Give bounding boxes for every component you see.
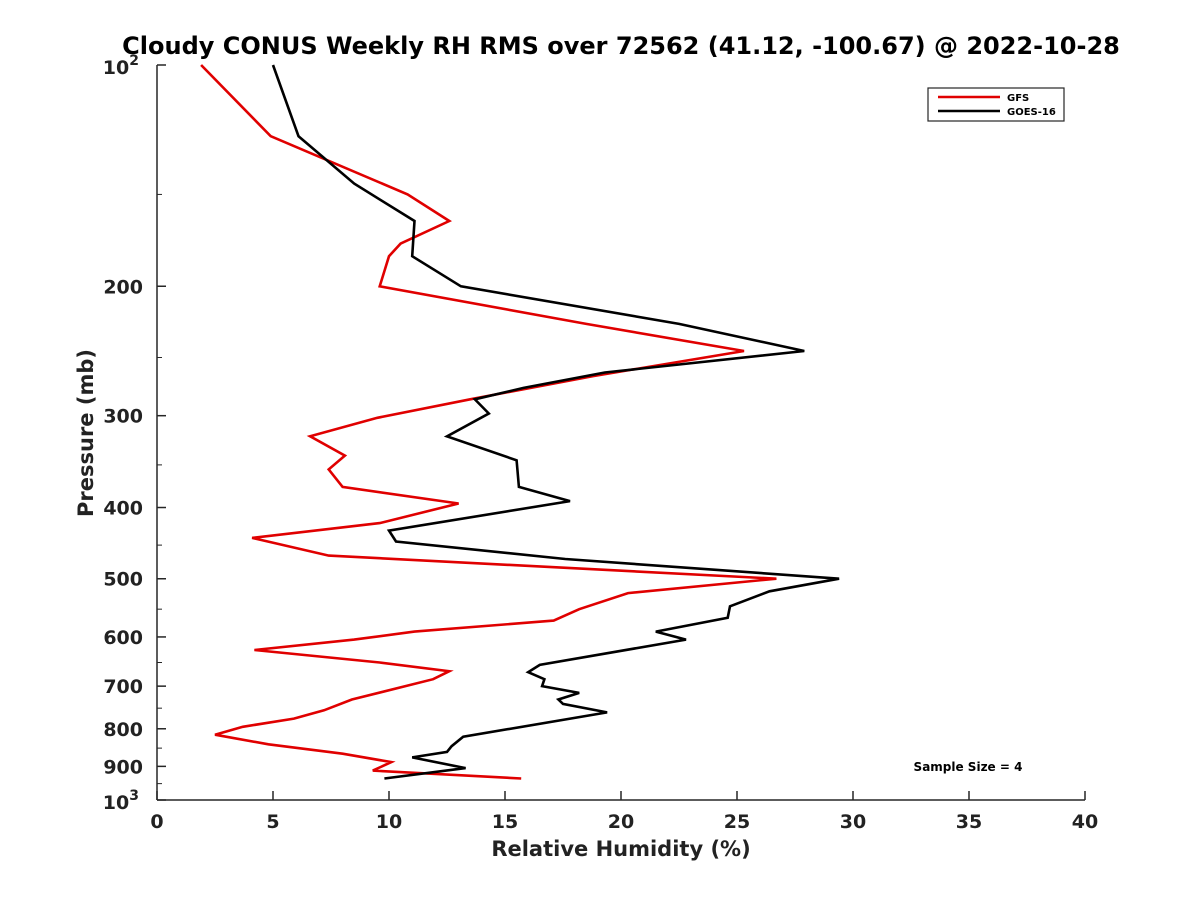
- x-tick-label: 0: [150, 811, 163, 833]
- y-tick-label: 103: [103, 788, 139, 814]
- x-tick-label: 30: [840, 811, 866, 833]
- chart-title: Cloudy CONUS Weekly RH RMS over 72562 (4…: [122, 32, 1120, 60]
- legend-box: [927, 87, 1065, 122]
- y-tick-label: 700: [103, 676, 143, 698]
- x-tick-label: 40: [1072, 811, 1098, 833]
- y-tick-label: 900: [103, 756, 143, 778]
- x-tick-label: 25: [724, 811, 750, 833]
- legend-label-goes-16: GOES-16: [1007, 107, 1056, 118]
- y-tick-label: 200: [103, 276, 143, 298]
- plot-area: 0 5 10 15 20 25 30 35 40 102 200 300 400 500 600 700 800…: [103, 53, 1098, 833]
- legend: GFS GOES-16: [927, 87, 1065, 122]
- y-tick-label: 800: [103, 719, 143, 741]
- y-tick-label: 600: [103, 627, 143, 649]
- y-tick-label: 300: [103, 406, 143, 428]
- x-tick-label: 10: [376, 811, 402, 833]
- series-line-gfs: [200, 64, 777, 780]
- series-line-goes-16: [271, 64, 840, 780]
- y-tick-label: 400: [103, 498, 143, 520]
- sample-size-annotation: Sample Size = 4: [914, 760, 1023, 774]
- x-tick-label: 15: [492, 811, 518, 833]
- y-axis-label: Pressure (mb): [74, 349, 98, 517]
- legend-label-gfs: GFS: [1007, 93, 1029, 104]
- x-tick-label: 5: [266, 811, 279, 833]
- x-tick-label: 35: [956, 811, 982, 833]
- x-tick-label: 20: [608, 811, 634, 833]
- y-tick-label: 102: [103, 53, 139, 79]
- x-axis-label: Relative Humidity (%): [491, 837, 750, 861]
- y-tick-label: 500: [103, 569, 143, 591]
